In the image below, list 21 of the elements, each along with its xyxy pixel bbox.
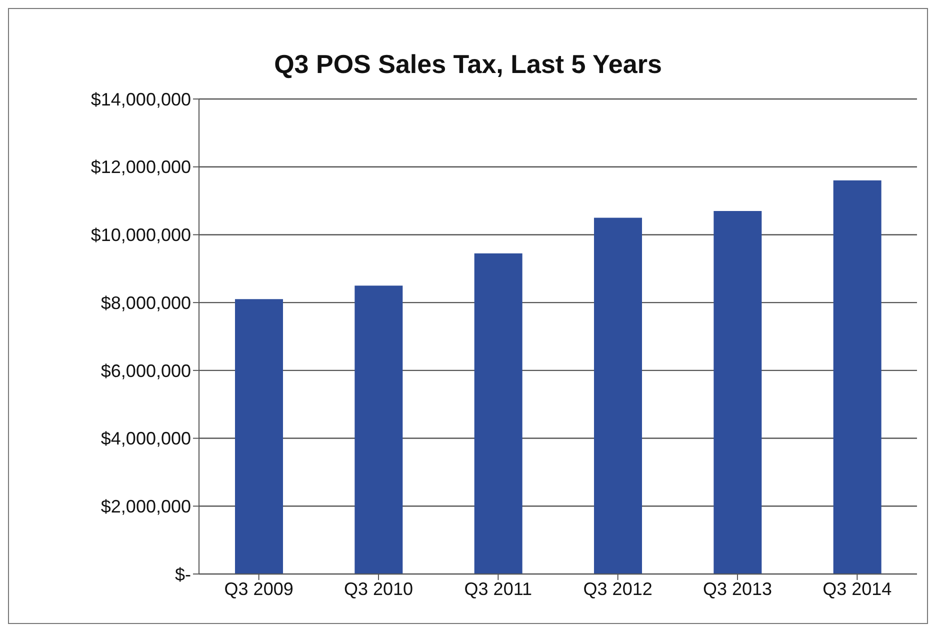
x-tick-label: Q3 2014 — [822, 578, 892, 599]
bar — [714, 210, 762, 574]
y-tick-label: $- — [174, 564, 191, 584]
x-tick-label: Q3 2010 — [344, 578, 414, 599]
x-tick-label: Q3 2009 — [224, 578, 294, 599]
bar — [594, 218, 642, 574]
bar — [833, 180, 882, 574]
y-tick-label: $14,000,000 — [90, 89, 191, 110]
y-tick-label: $8,000,000 — [100, 292, 191, 313]
bar — [474, 253, 522, 574]
bar — [354, 286, 403, 574]
x-tick-label: Q3 2011 — [464, 578, 532, 599]
y-tick-label: $4,000,000 — [100, 428, 191, 449]
x-tick-label: Q3 2012 — [583, 578, 652, 599]
y-tick-label: $10,000,000 — [90, 225, 191, 246]
chart-title: Q3 POS Sales Tax, Last 5 Years — [273, 48, 663, 79]
x-tick-label: Q3 2013 — [702, 578, 772, 599]
bar — [235, 299, 283, 574]
y-tick-label: $2,000,000 — [100, 496, 191, 517]
y-tick-label: $6,000,000 — [100, 360, 191, 381]
y-tick-label: $12,000,000 — [90, 157, 191, 178]
